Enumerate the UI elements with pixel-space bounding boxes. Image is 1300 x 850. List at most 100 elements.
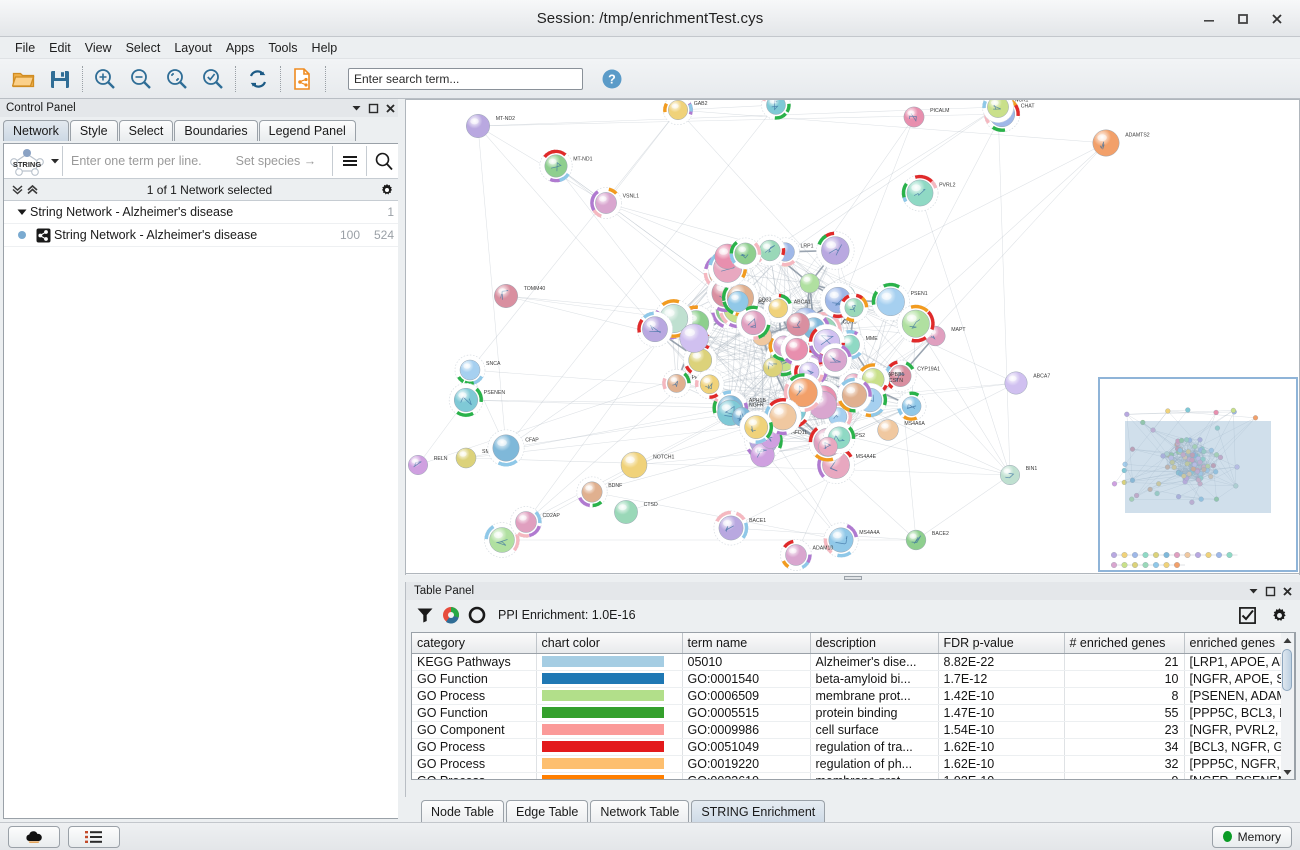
table-panel-float-icon[interactable]	[1262, 583, 1279, 599]
menu-edit[interactable]: Edit	[49, 40, 71, 55]
control-panel-close-icon[interactable]	[382, 100, 399, 116]
table-settings-gear-icon[interactable]	[1266, 602, 1292, 628]
tab-edge-table[interactable]: Edge Table	[506, 800, 589, 822]
node-label: BACE2	[932, 531, 949, 537]
network-overview-inset[interactable]	[1098, 377, 1298, 572]
network-tree-item-row[interactable]: String Network - Alzheimer's disease 100…	[4, 224, 400, 247]
color-swatch	[541, 707, 664, 718]
chart-color-icon[interactable]	[438, 602, 464, 628]
zoom-out-icon[interactable]	[123, 62, 159, 96]
node-label: VSNL1	[623, 194, 640, 200]
table-row[interactable]: GO Component GO:0009986 cell surface 1.54E-…	[412, 721, 1295, 739]
menu-select[interactable]: Select	[125, 40, 161, 55]
table-row[interactable]: GO Function GO:0001540 beta-amyloid bi... 1…	[412, 670, 1295, 688]
tab-select[interactable]: Select	[118, 120, 174, 141]
control-panel-dropdown-icon[interactable]	[348, 100, 365, 116]
menu-apps[interactable]: Apps	[225, 40, 255, 55]
control-panel-float-icon[interactable]	[365, 100, 382, 116]
cell-category: GO Function	[412, 704, 537, 722]
node-label: NGFR	[749, 402, 764, 408]
string-search-icon[interactable]	[367, 145, 400, 178]
refresh-icon[interactable]	[240, 62, 276, 96]
expand-all-icon[interactable]	[25, 184, 40, 195]
table-panel-close-icon[interactable]	[1279, 583, 1296, 599]
menu-help[interactable]: Help	[311, 40, 338, 55]
task-list-button[interactable]	[68, 825, 120, 848]
select-all-checkbox-icon[interactable]	[1234, 602, 1260, 628]
cloud-status-button[interactable]	[8, 825, 60, 848]
panel-splitter-vertical[interactable]	[398, 99, 405, 822]
col-description[interactable]: description	[810, 633, 939, 654]
col-fdr-pvalue[interactable]: FDR p-value	[938, 633, 1065, 654]
overview-viewport-rect[interactable]	[1125, 421, 1271, 513]
maximize-window-button[interactable]	[1226, 4, 1260, 34]
table-scrollbar-thumb[interactable]	[1282, 649, 1292, 691]
string-species-caret-icon[interactable]	[50, 157, 62, 165]
col-enriched-genes[interactable]: enriched genes	[1184, 633, 1295, 654]
filter-icon[interactable]	[412, 602, 438, 628]
tab-network-table[interactable]: Network Table	[590, 800, 690, 822]
tab-style[interactable]: Style	[69, 120, 118, 141]
minimize-window-button[interactable]	[1192, 4, 1226, 34]
table-panel-header: Table Panel	[406, 582, 1300, 600]
donut-chart-icon[interactable]	[464, 602, 490, 628]
help-icon[interactable]: ?	[599, 66, 625, 92]
col-category[interactable]: category	[412, 633, 537, 654]
col-enriched-count[interactable]: # enriched genes	[1064, 633, 1185, 654]
zoom-fit-selected-icon[interactable]	[195, 62, 231, 96]
search-input[interactable]: Enter search term...	[348, 67, 583, 90]
collapse-all-icon[interactable]	[10, 184, 25, 195]
col-term-name[interactable]: term name	[682, 633, 811, 654]
node-label: MT-ND1	[573, 156, 592, 162]
enrichment-table-container[interactable]: category chart color term name descripti…	[411, 632, 1296, 780]
zoom-fit-network-icon[interactable]	[159, 62, 195, 96]
tab-boundaries[interactable]: Boundaries	[174, 120, 258, 141]
save-session-icon[interactable]	[42, 62, 78, 96]
close-window-button[interactable]	[1260, 4, 1294, 34]
scroll-down-arrow-icon[interactable]	[1281, 765, 1293, 779]
network-settings-gear-icon[interactable]	[379, 183, 394, 197]
cell-fdr-pvalue: 8.82E-22	[938, 653, 1065, 671]
splitter-grip[interactable]	[843, 576, 862, 580]
table-row[interactable]: GO Process GO:0051049 regulation of tra...…	[412, 738, 1295, 756]
string-logo-icon[interactable]: STRING	[4, 145, 50, 178]
tab-node-table[interactable]: Node Table	[421, 800, 505, 822]
table-row[interactable]: GO Process GO:0033619membrane prot...1.93…	[412, 772, 1295, 779]
tab-legend-panel[interactable]: Legend Panel	[258, 120, 356, 141]
table-row[interactable]: KEGG Pathways 05010 Alzheimer's dise... 8.8…	[412, 653, 1295, 671]
table-vertical-scrollbar[interactable]	[1281, 632, 1295, 780]
string-term-input[interactable]: Enter one term per line. Set species →	[63, 145, 332, 178]
string-set-species-link[interactable]: Set species →	[235, 154, 317, 168]
export-network-icon[interactable]	[285, 62, 321, 96]
node-label: CD2AP	[543, 513, 561, 519]
network-tree-group-row[interactable]: String Network - Alzheimer's disease 1	[4, 201, 400, 224]
memory-status-button[interactable]: Memory	[1211, 825, 1292, 848]
tab-network[interactable]: Network	[3, 120, 69, 141]
cell-description: regulation of tra...	[810, 738, 939, 756]
cell-description: protein binding	[810, 704, 939, 722]
node-label: CFAP	[525, 437, 539, 443]
zoom-in-icon[interactable]	[87, 62, 123, 96]
open-session-icon[interactable]	[6, 62, 42, 96]
table-row[interactable]: GO Process GO:0019220 regulation of ph... 1…	[412, 755, 1295, 773]
table-panel-dropdown-icon[interactable]	[1245, 583, 1262, 599]
node-label: GAB2	[694, 101, 708, 107]
tree-expand-triangle-icon[interactable]	[14, 208, 30, 216]
menu-file[interactable]: File	[15, 40, 36, 55]
string-options-menu-icon[interactable]	[333, 145, 366, 178]
node-label: MTHFD1L	[784, 430, 808, 436]
menu-view[interactable]: View	[84, 40, 112, 55]
cell-term-name: GO:0005515	[682, 704, 811, 722]
menu-tools[interactable]: Tools	[268, 40, 298, 55]
table-row[interactable]: GO Function GO:0005515 protein binding 1.47…	[412, 704, 1295, 722]
scroll-up-arrow-icon[interactable]	[1281, 633, 1293, 647]
tab-string-enrichment[interactable]: STRING Enrichment	[691, 800, 826, 822]
menu-layout[interactable]: Layout	[174, 40, 212, 55]
string-term-placeholder: Enter one term per line.	[71, 154, 202, 168]
col-chart-color[interactable]: chart color	[536, 633, 683, 654]
table-row[interactable]: GO Process GO:0006509 membrane prot... 1.42…	[412, 687, 1295, 705]
horizontal-splitter[interactable]	[405, 575, 1300, 582]
